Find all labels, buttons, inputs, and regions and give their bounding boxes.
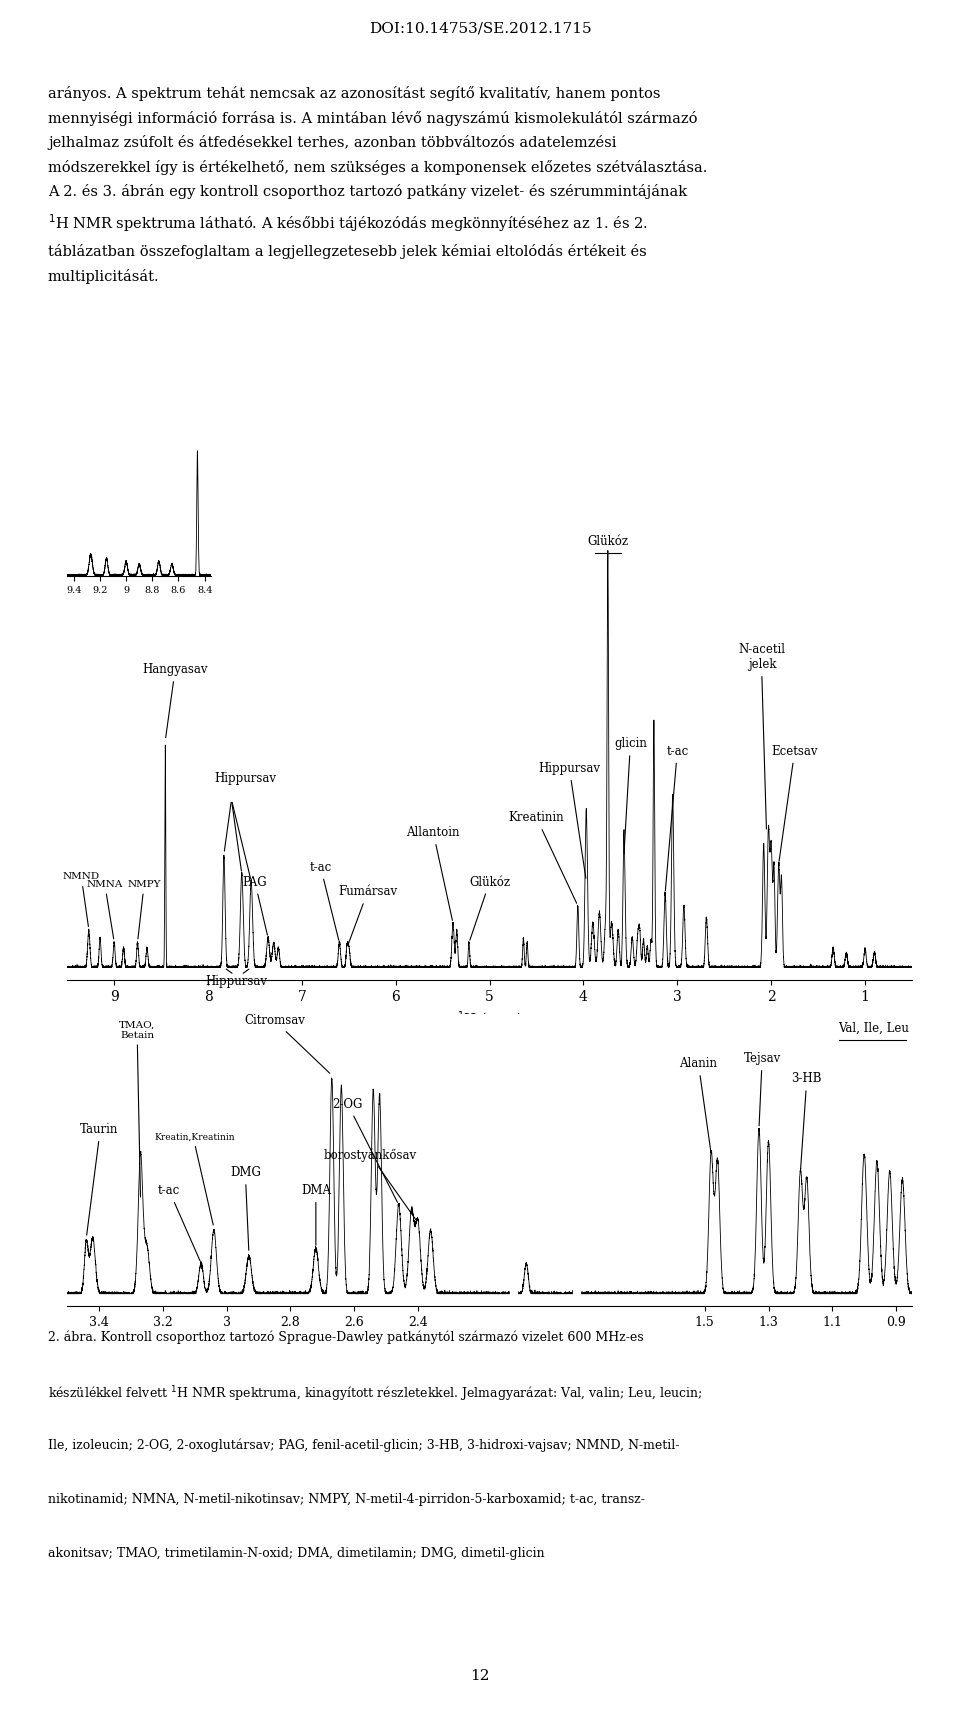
Text: Kreatin,Kreatinin: Kreatin,Kreatinin [155,1133,235,1141]
Text: Hippursav: Hippursav [205,975,267,988]
Text: borostyánkősav: borostyánkősav [324,1148,417,1220]
Text: Glükóz: Glükóz [469,875,510,940]
Text: Hippursav: Hippursav [539,762,600,878]
Text: t-ac: t-ac [309,861,339,940]
Text: 2. ábra. Kontroll csoporthoz tartozó Sprague-Dawley patkánytól származó vizelet : 2. ábra. Kontroll csoporthoz tartozó Spr… [48,1331,643,1344]
Text: készülékkel felvett $^1$H NMR spektruma, kinagyított részletekkel. Jelmagyarázat: készülékkel felvett $^1$H NMR spektruma,… [48,1384,703,1404]
Text: Glükóz: Glükóz [588,535,629,548]
Text: arányos. A spektrum tehát nemcsak az azonosítást segítő kvalitatív, hanem pontos: arányos. A spektrum tehát nemcsak az azo… [48,86,708,284]
Text: TMAO,
Betain: TMAO, Betain [119,1019,156,1040]
Text: NMNA: NMNA [86,880,123,939]
Text: Allantoin: Allantoin [406,827,460,920]
Text: Hippursav: Hippursav [214,772,276,786]
X-axis label: $^1$H (ppm): $^1$H (ppm) [457,1009,522,1031]
Text: Val, Ile, Leu: Val, Ile, Leu [838,1021,909,1035]
Text: Citromsav: Citromsav [244,1014,330,1073]
Text: 3-HB: 3-HB [792,1073,822,1169]
Text: Fumársav: Fumársav [338,885,397,945]
Text: 2-OG: 2-OG [332,1098,397,1202]
Text: Alanin: Alanin [680,1057,717,1152]
Text: t-ac: t-ac [158,1184,200,1260]
Text: Ile, izoleucin; 2-OG, 2-oxoglutársav; PAG, fenil-acetil-glicin; 3-HB, 3-hidroxi-: Ile, izoleucin; 2-OG, 2-oxoglutársav; PA… [48,1439,680,1453]
Text: N-acetil
jelek: N-acetil jelek [738,643,785,672]
Text: t-ac: t-ac [665,744,688,890]
Text: 12: 12 [470,1669,490,1683]
Text: Tejsav: Tejsav [744,1052,780,1126]
Text: NMPY: NMPY [128,880,161,939]
Text: PAG: PAG [243,875,268,935]
Text: DMA: DMA [300,1184,331,1196]
Text: akonitsav; TMAO, trimetilamin-N-oxid; DMA, dimetilamin; DMG, dimetil-glicin: akonitsav; TMAO, trimetilamin-N-oxid; DM… [48,1547,544,1559]
Text: Taurin: Taurin [80,1123,118,1136]
Text: DMG: DMG [230,1167,261,1179]
Text: Kreatinin: Kreatinin [509,811,577,902]
Text: Hangyasav: Hangyasav [142,664,208,737]
Text: DOI:10.14753/SE.2012.1715: DOI:10.14753/SE.2012.1715 [369,21,591,36]
Text: Ecetsav: Ecetsav [772,744,818,861]
Text: glicin: glicin [614,737,647,854]
Text: NMND: NMND [62,872,100,927]
Text: nikotinamid; NMNA, N-metil-nikotinsav; NMPY, N-metil-4-pirridon-5-karboxamid; t-: nikotinamid; NMNA, N-metil-nikotinsav; N… [48,1492,645,1506]
